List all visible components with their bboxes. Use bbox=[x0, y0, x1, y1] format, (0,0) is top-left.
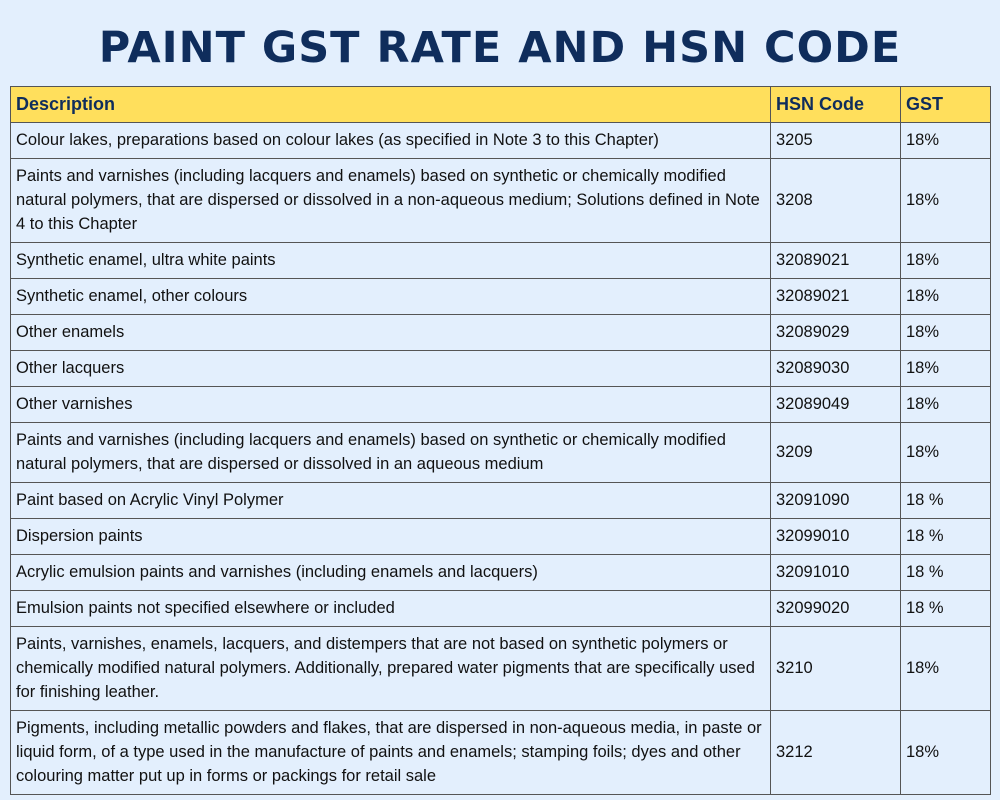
table-cell: 3209 bbox=[770, 422, 901, 483]
table-cell: 18 % bbox=[900, 482, 991, 519]
table-cell: 18% bbox=[900, 242, 991, 279]
table-cell: 18% bbox=[900, 626, 991, 711]
table-row: Paints, varnishes, enamels, lacquers, an… bbox=[10, 626, 991, 711]
table-row: Other lacquers 32089030 18% bbox=[10, 350, 991, 387]
table-cell: Acrylic emulsion paints and varnishes (i… bbox=[10, 554, 771, 591]
table-cell: Other enamels bbox=[10, 314, 771, 351]
column-header: GST bbox=[900, 86, 991, 123]
table-row: Paints and varnishes (including lacquers… bbox=[10, 422, 991, 483]
table-cell: 18 % bbox=[900, 590, 991, 627]
table-cell: 32089049 bbox=[770, 386, 901, 423]
table-cell: Pigments, including metallic powders and… bbox=[10, 710, 771, 795]
table-body: Colour lakes, preparations based on colo… bbox=[10, 122, 991, 795]
table-cell: 32091010 bbox=[770, 554, 901, 591]
table-cell: 18 % bbox=[900, 518, 991, 555]
table-row: Synthetic enamel, ultra white paints 3208… bbox=[10, 242, 991, 279]
table-cell: 18% bbox=[900, 710, 991, 795]
column-header: HSN Code bbox=[770, 86, 901, 123]
header-row: Description HSN Code GST bbox=[10, 86, 991, 123]
table-row: Synthetic enamel, other colours 32089021 1… bbox=[10, 278, 991, 315]
table-cell: Paints and varnishes (including lacquers… bbox=[10, 158, 771, 243]
table-cell: Dispersion paints bbox=[10, 518, 771, 555]
table-cell: 3205 bbox=[770, 122, 901, 159]
table-row: Dispersion paints 32099010 18 % bbox=[10, 518, 991, 555]
table-cell: 3212 bbox=[770, 710, 901, 795]
column-header: Description bbox=[10, 86, 771, 123]
table-cell: 32091090 bbox=[770, 482, 901, 519]
table-cell: 18 % bbox=[900, 554, 991, 591]
table-cell: 18% bbox=[900, 278, 991, 315]
table-cell: 18% bbox=[900, 122, 991, 159]
table-cell: Emulsion paints not specified elsewhere … bbox=[10, 590, 771, 627]
table-row: Paints and varnishes (including lacquers… bbox=[10, 158, 991, 243]
table-cell: Paint based on Acrylic Vinyl Polymer bbox=[10, 482, 771, 519]
table-cell: Other varnishes bbox=[10, 386, 771, 423]
table-cell: 18% bbox=[900, 158, 991, 243]
table-cell: 18% bbox=[900, 314, 991, 351]
table-row: Emulsion paints not specified elsewhere … bbox=[10, 590, 991, 627]
table-cell: 32099020 bbox=[770, 590, 901, 627]
table-cell: 3208 bbox=[770, 158, 901, 243]
table-cell: 32099010 bbox=[770, 518, 901, 555]
table-cell: 32089030 bbox=[770, 350, 901, 387]
table-cell: Colour lakes, preparations based on colo… bbox=[10, 122, 771, 159]
table-head: Description HSN Code GST bbox=[10, 86, 991, 123]
table-row: Paint based on Acrylic Vinyl Polymer 3209… bbox=[10, 482, 991, 519]
table-row: Colour lakes, preparations based on colo… bbox=[10, 122, 991, 159]
table-cell: Synthetic enamel, other colours bbox=[10, 278, 771, 315]
table-cell: 3210 bbox=[770, 626, 901, 711]
table-cell: 32089021 bbox=[770, 278, 901, 315]
table-cell: 18% bbox=[900, 386, 991, 423]
table-cell: Paints, varnishes, enamels, lacquers, an… bbox=[10, 626, 771, 711]
table-cell: Paints and varnishes (including lacquers… bbox=[10, 422, 771, 483]
title: PAINT GST RATE AND HSN CODE bbox=[98, 23, 902, 73]
table-row: Other enamels 32089029 18% bbox=[10, 314, 991, 351]
table-cell: Other lacquers bbox=[10, 350, 771, 387]
table-row: Pigments, including metallic powders and… bbox=[10, 710, 991, 795]
table-cell: 18% bbox=[900, 422, 991, 483]
table-cell: 18% bbox=[900, 350, 991, 387]
table-cell: 32089029 bbox=[770, 314, 901, 351]
table-cell: 32089021 bbox=[770, 242, 901, 279]
table-row: Other varnishes 32089049 18% bbox=[10, 386, 991, 423]
table-cell: Synthetic enamel, ultra white paints bbox=[10, 242, 771, 279]
gst-table: Description HSN Code GST Colour lakes, pre… bbox=[10, 86, 991, 795]
table-row: Acrylic emulsion paints and varnishes (i… bbox=[10, 554, 991, 591]
